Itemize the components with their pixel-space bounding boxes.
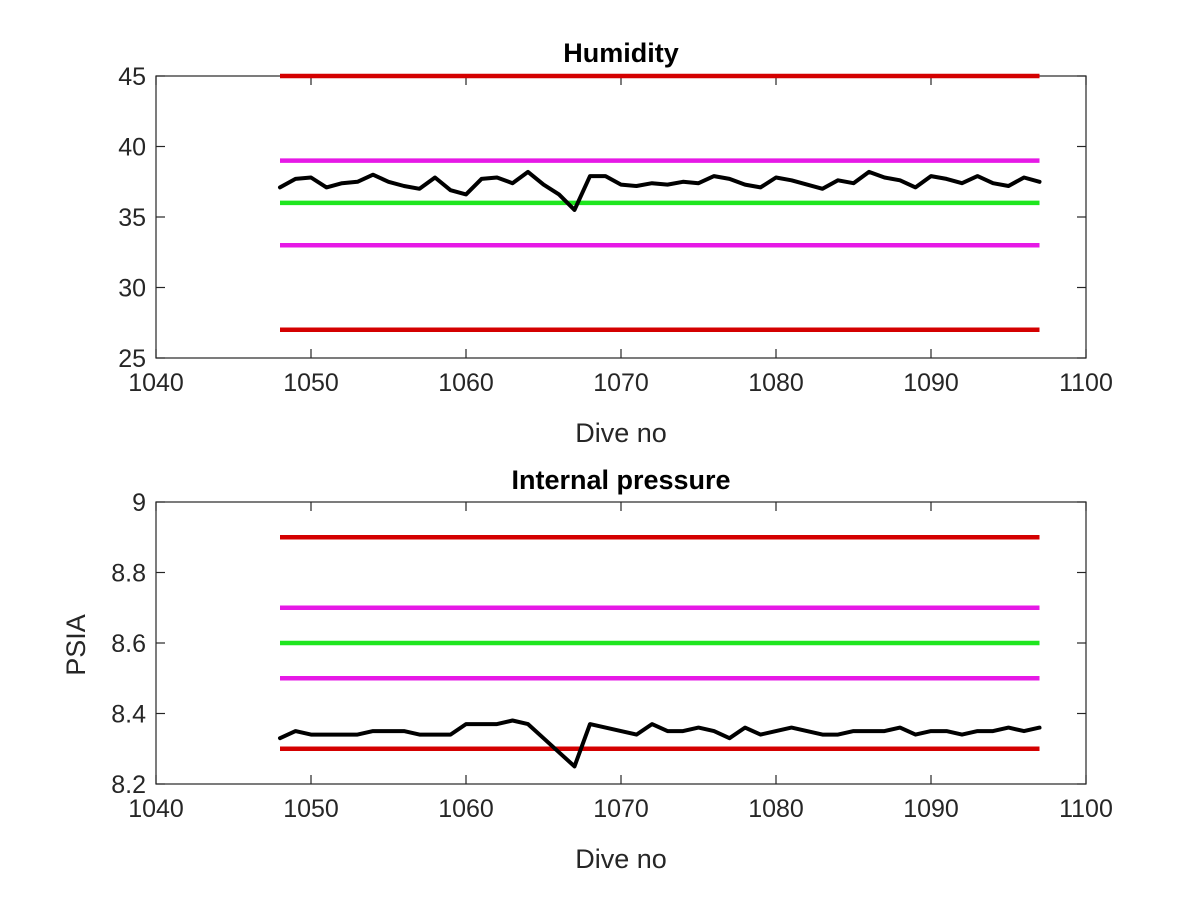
humidity-x-tick-label: 1070 — [593, 369, 649, 397]
internal-pressure-series-line — [278, 718, 1042, 769]
internal-pressure-x-tick-label: 1100 — [1059, 795, 1113, 823]
internal-pressure-x-axis-label: Dive no — [575, 844, 667, 874]
humidity-x-tick-label: 1090 — [903, 369, 959, 397]
humidity-x-axis-label: Dive no — [575, 418, 667, 448]
internal-pressure-x-tick-label: 1090 — [903, 795, 959, 823]
internal-pressure-x-tick-label: 1070 — [593, 795, 649, 823]
humidity-y-tick-label: 40 — [118, 134, 146, 162]
internal-pressure-x-tick-label: 1050 — [283, 795, 339, 823]
humidity-y-tick-label: 25 — [118, 345, 146, 373]
internal-pressure-y-tick-label: 8.6 — [111, 630, 146, 658]
humidity-x-tick-label: 1100 — [1059, 369, 1113, 397]
internal-pressure-x-tick-label: 1040 — [128, 795, 184, 823]
humidity-series-line — [278, 169, 1042, 212]
internal-pressure-chart: Internal pressure 1040 1050 1060 1070 1080 10… — [61, 465, 1113, 874]
humidity-y-tick-label: 45 — [118, 63, 146, 91]
humidity-y-tick-label: 35 — [118, 204, 146, 232]
humidity-y-tick-label: 30 — [118, 275, 146, 303]
internal-pressure-x-tick-label: 1060 — [438, 795, 494, 823]
humidity-x-tick-label: 1040 — [128, 369, 184, 397]
internal-pressure-y-tick-label: 9 — [132, 489, 146, 517]
internal-pressure-x-tick-label: 1080 — [748, 795, 804, 823]
humidity-plot-area: 1040 1050 1060 1070 1080 1090 1100 25 30 35 40 45 — [118, 63, 1113, 397]
humidity-x-tick-label: 1080 — [748, 369, 804, 397]
internal-pressure-y-tick-label: 8.4 — [111, 701, 146, 729]
humidity-x-tick-label: 1060 — [438, 369, 494, 397]
internal-pressure-y-tick-label: 8.8 — [111, 560, 146, 588]
internal-pressure-chart-title: Internal pressure — [511, 465, 730, 495]
internal-pressure-y-tick-label: 8.2 — [111, 771, 146, 799]
humidity-chart-title: Humidity — [563, 38, 679, 68]
internal-pressure-y-axis-label: PSIA — [61, 614, 91, 676]
humidity-x-tick-label: 1050 — [283, 369, 339, 397]
internal-pressure-plot-area: 1040 1050 1060 1070 1080 1090 1100 8.2 8.4 8.6 8.8… — [111, 489, 1113, 823]
humidity-chart: Humidity 1040 1050 1060 1070 1080 1090 1100 25 3… — [118, 38, 1113, 448]
